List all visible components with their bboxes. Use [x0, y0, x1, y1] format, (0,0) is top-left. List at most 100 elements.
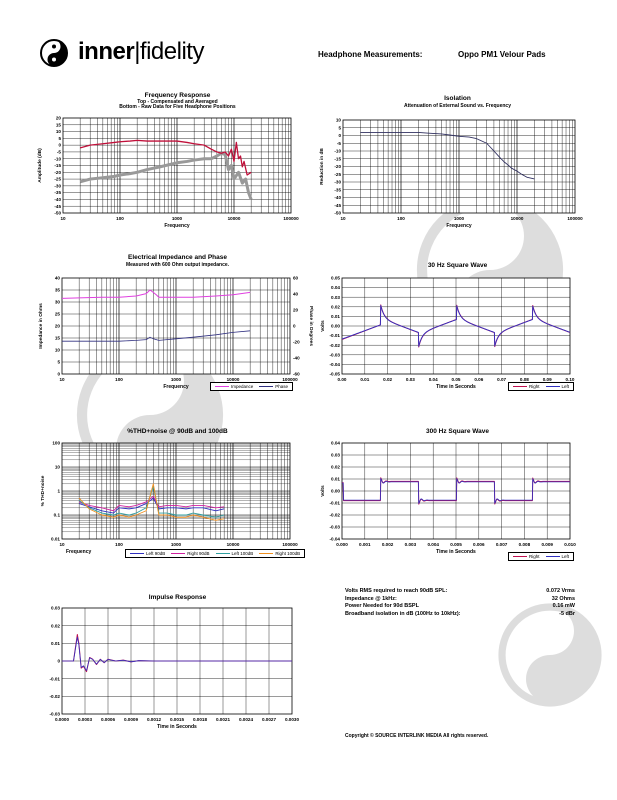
impulse-response-chart: 0.0000 0.0003 0.0006 0.0009 0.0012 0.0015 0.00… — [50, 606, 300, 730]
legend-impedance: Impedance — [215, 384, 253, 389]
y-tick-label: -20 — [54, 170, 61, 175]
y-tick-label: 0.01 — [51, 537, 60, 542]
y-tick-label: 10 — [56, 129, 62, 134]
y2-axis-label: Phase in Degrees — [308, 306, 314, 346]
x-tick-label: 0.002 — [382, 542, 394, 547]
y-tick-label: -50 — [54, 211, 61, 216]
product-name: Oppo PM1 Velour Pads — [458, 50, 546, 59]
spec-value: 32 Ohms — [551, 595, 575, 602]
y-tick-label: 0 — [57, 372, 60, 377]
right-channel-series — [341, 477, 571, 505]
y2-tick-label: 20 — [293, 308, 299, 313]
y-tick-label: -0.01 — [330, 333, 341, 338]
y-tick-label: 10 — [336, 118, 342, 123]
x-tick-label: 0.0000 — [55, 717, 69, 722]
y-tick-label: -10 — [334, 149, 341, 154]
y-tick-label: 0.02 — [51, 623, 60, 628]
x-tick-label: 0.003 — [405, 542, 417, 547]
spec-label: Power Needed for 90d BSPL — [345, 603, 419, 609]
y-tick-label: -40 — [54, 197, 61, 202]
y-tick-label: 0.03 — [51, 606, 60, 611]
y-axis-label: Amplitude (dB) — [37, 148, 43, 183]
x-axis-label: Time in Seconds — [157, 724, 197, 730]
brand-fidelity: fidelity — [139, 38, 205, 65]
impedance-series — [61, 289, 251, 299]
y-tick-label: -0.02 — [50, 694, 61, 699]
x-axis-label: Frequency — [446, 223, 472, 229]
x-tick-label: 0.08 — [520, 377, 529, 382]
x-tick-label: 0.09 — [543, 377, 552, 382]
y-tick-label: -0.02 — [330, 513, 341, 518]
y2-tick-label: -40 — [293, 356, 300, 361]
x-tick-label: 0.00 — [338, 377, 347, 382]
y-tick-label: -0.05 — [330, 372, 341, 377]
y-tick-label: -15 — [54, 163, 61, 168]
y-tick-label: -25 — [54, 177, 61, 182]
x-tick-label: 0.010 — [564, 542, 576, 547]
x-tick-label: 0.0006 — [101, 717, 115, 722]
x-tick-label: 0.05 — [452, 377, 461, 382]
y-tick-label: 0 — [338, 133, 341, 138]
brand-inner: inner — [78, 38, 135, 65]
y2-tick-label: 40 — [293, 292, 299, 297]
spec-row: Volts RMS required to reach 90dB SPL: 0.0… — [345, 588, 575, 596]
y-tick-label: -0.02 — [330, 343, 341, 348]
y-tick-label: 5 — [57, 360, 60, 365]
y-tick-label: 0 — [57, 659, 60, 664]
x-tick-label: 0.06 — [474, 377, 483, 382]
y-tick-label: 0.05 — [331, 276, 340, 281]
y-tick-label: -0.04 — [330, 537, 341, 542]
x-tick-label: 100 — [115, 542, 123, 547]
y-tick-label: -0.03 — [50, 712, 61, 717]
legend-phase: Phase — [259, 384, 288, 389]
freq-subtitle-2: Bottom - Raw Data for Five Headphone Pos… — [119, 104, 236, 110]
x-axis-label: Frequency — [164, 223, 190, 229]
y-tick-label: -30 — [54, 183, 61, 188]
impulse-left-series — [62, 636, 292, 671]
spec-row: Broadband isolation in dB (100Hz to 10kH… — [345, 611, 575, 619]
x-tick-label: 1000 — [454, 216, 465, 221]
y-tick-label: -30 — [334, 180, 341, 185]
impulse-title: Impulse Response — [148, 594, 207, 601]
y-tick-label: 35 — [55, 288, 61, 293]
sq300-legend: Right Left — [508, 552, 575, 561]
y-tick-label: 10 — [55, 465, 61, 470]
x-tick-label: 0.07 — [497, 377, 506, 382]
y-tick-label: -0.01 — [50, 676, 61, 681]
y-tick-label: 0.04 — [331, 285, 340, 290]
isolation-series — [360, 131, 535, 180]
y-tick-label: -15 — [334, 156, 341, 161]
legend-right: Right — [513, 384, 540, 389]
thd-series — [79, 497, 225, 514]
compensated-response-series — [79, 139, 252, 176]
phase-series — [62, 330, 251, 342]
x-tick-label: 100000 — [283, 216, 299, 221]
y-tick-label: -10 — [54, 156, 61, 161]
x-tick-label: 10000 — [228, 216, 241, 221]
legend-left: Left — [545, 384, 569, 389]
y-tick-label: 1 — [57, 489, 60, 494]
x-tick-label: 0.0027 — [262, 717, 276, 722]
legend-right-100: Right 100dB — [259, 551, 300, 556]
x-tick-label: 100000 — [282, 542, 298, 547]
left-channel-series — [341, 305, 571, 347]
x-tick-label: 0.0012 — [147, 717, 161, 722]
y-axis-label: Impedance in Ohms — [38, 303, 44, 349]
y-tick-label: 0.01 — [331, 314, 340, 319]
iso-subtitle: Attenuation of External Sound vs. Freque… — [404, 103, 511, 109]
y-tick-label: 15 — [55, 336, 61, 341]
y-tick-label: 0.01 — [331, 477, 340, 482]
x-tick-label: 10000 — [227, 542, 240, 547]
imp-subtitle: Measured with 600 Ohm output impedance. — [125, 262, 230, 268]
watermark-yin-yang-icon — [498, 603, 602, 707]
y-axis-label: % THD+noise — [40, 475, 46, 506]
sq30-title: 30 Hz Square Wave — [427, 262, 488, 269]
legend-left-100: Left 100dB — [215, 551, 253, 556]
x-tick-label: 0.004 — [427, 542, 439, 547]
x-tick-label: 0.006 — [473, 542, 485, 547]
y-tick-label: 5 — [338, 125, 341, 130]
y-tick-label: 0.03 — [331, 453, 340, 458]
y-tick-label: 0.02 — [331, 304, 340, 309]
y-tick-label: -20 — [334, 164, 341, 169]
x-tick-label: 0.01 — [360, 377, 369, 382]
